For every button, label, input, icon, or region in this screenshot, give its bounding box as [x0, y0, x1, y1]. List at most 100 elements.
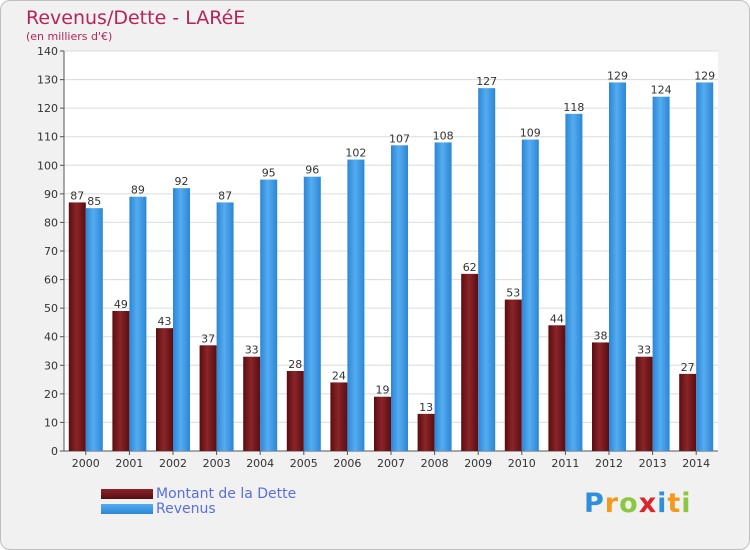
bar-revenus	[347, 159, 365, 452]
bar-debt	[635, 356, 653, 451]
legend-swatch-revenus	[101, 504, 153, 514]
data-label-revenus: 124	[651, 84, 672, 97]
legend-label-revenus: Revenus	[156, 501, 216, 517]
data-label-debt: 24	[332, 369, 346, 382]
x-tick-label: 2008	[421, 457, 449, 470]
logo-letter: i	[681, 488, 692, 519]
x-tick-label: 2000	[72, 457, 100, 470]
y-tick-label: 60	[44, 274, 58, 287]
bar-debt	[417, 413, 435, 451]
bar-debt	[504, 299, 522, 451]
bar-debt	[548, 325, 566, 451]
y-tick-label: 50	[44, 302, 58, 315]
data-label-revenus: 108	[433, 129, 454, 142]
bar-revenus	[434, 142, 452, 451]
chart-title: Revenus/Dette - LARéE	[26, 7, 246, 29]
data-label-debt: 53	[506, 287, 520, 300]
x-tick-label: 2002	[159, 457, 187, 470]
data-label-debt: 33	[637, 344, 651, 357]
logo-letter: P	[584, 488, 605, 519]
y-tick-label: 80	[44, 216, 58, 229]
bar-revenus	[565, 113, 583, 451]
y-tick-label: 70	[44, 245, 58, 258]
proxiti-logo: Proxiti	[584, 488, 692, 519]
bar-debt	[286, 371, 304, 451]
chart-subtitle: (en milliers d'€)	[26, 30, 113, 43]
x-tick-label: 2013	[639, 457, 667, 470]
y-tick-label: 90	[44, 188, 58, 201]
data-label-revenus: 118	[563, 101, 584, 114]
y-tick-label: 140	[37, 45, 58, 58]
logo-letter: r	[604, 488, 620, 519]
bar-debt	[199, 345, 217, 451]
bar-debt	[592, 342, 609, 451]
y-tick-label: 30	[44, 359, 58, 372]
x-tick-label: 2014	[682, 457, 710, 470]
data-label-revenus: 127	[476, 75, 497, 88]
legend-swatch-debt	[101, 489, 153, 499]
bar-revenus	[478, 88, 496, 452]
bar-revenus	[609, 82, 626, 451]
x-tick-label: 2004	[246, 457, 274, 470]
logo-letter: i	[657, 488, 668, 519]
legend-label-debt: Montant de la Dette	[156, 486, 297, 502]
bar-debt	[112, 311, 130, 451]
logo-letter: x	[638, 488, 658, 519]
bar-revenus	[260, 179, 278, 452]
bar-debt	[461, 273, 479, 451]
data-label-revenus: 107	[389, 132, 410, 145]
data-label-debt: 13	[419, 401, 433, 414]
bar-revenus	[303, 176, 321, 451]
data-label-revenus: 109	[520, 127, 541, 140]
data-label-revenus: 85	[87, 195, 101, 208]
data-label-debt: 28	[288, 358, 302, 371]
bar-revenus	[521, 139, 539, 452]
x-tick-label: 2012	[595, 457, 623, 470]
bar-revenus	[216, 202, 234, 451]
x-tick-label: 2005	[290, 457, 318, 470]
x-tick-label: 2001	[115, 457, 143, 470]
x-tick-label: 2007	[377, 457, 405, 470]
y-tick-label: 20	[44, 388, 58, 401]
bar-debt	[243, 356, 261, 451]
data-label-debt: 62	[463, 261, 477, 274]
y-tick-label: 110	[37, 131, 58, 144]
data-label-debt: 87	[70, 189, 84, 202]
x-tick-label: 2009	[464, 457, 492, 470]
bar-revenus	[696, 82, 714, 451]
data-label-debt: 49	[114, 298, 128, 311]
data-label-debt: 27	[681, 361, 695, 374]
bar-debt	[330, 382, 348, 451]
bar-revenus	[391, 145, 408, 452]
bar-revenus	[129, 196, 147, 451]
data-label-revenus: 89	[131, 184, 145, 197]
bar-revenus	[173, 188, 190, 451]
data-label-revenus: 102	[345, 147, 366, 160]
y-tick-label: 120	[37, 102, 58, 115]
bar-revenus	[652, 96, 670, 451]
logo-letter: o	[619, 488, 639, 519]
bar-debt	[156, 328, 173, 451]
y-tick-label: 130	[37, 74, 58, 87]
data-label-revenus: 87	[218, 189, 232, 202]
y-tick-label: 0	[51, 445, 58, 458]
data-label-revenus: 96	[305, 164, 319, 177]
data-label-revenus: 92	[175, 175, 189, 188]
x-tick-label: 2006	[333, 457, 361, 470]
data-label-debt: 44	[550, 312, 564, 325]
x-tick-label: 2003	[203, 457, 231, 470]
y-tick-label: 100	[37, 159, 58, 172]
data-label-revenus: 129	[694, 69, 715, 82]
data-label-debt: 33	[245, 344, 259, 357]
data-label-debt: 38	[594, 329, 608, 342]
x-tick-label: 2011	[551, 457, 579, 470]
data-label-revenus: 129	[607, 69, 628, 82]
bar-debt	[374, 396, 391, 451]
data-label-debt: 19	[376, 384, 390, 397]
bar-debt	[68, 202, 86, 451]
logo-letter: t	[667, 488, 682, 519]
data-label-debt: 43	[158, 315, 172, 328]
y-tick-label: 10	[44, 416, 58, 429]
